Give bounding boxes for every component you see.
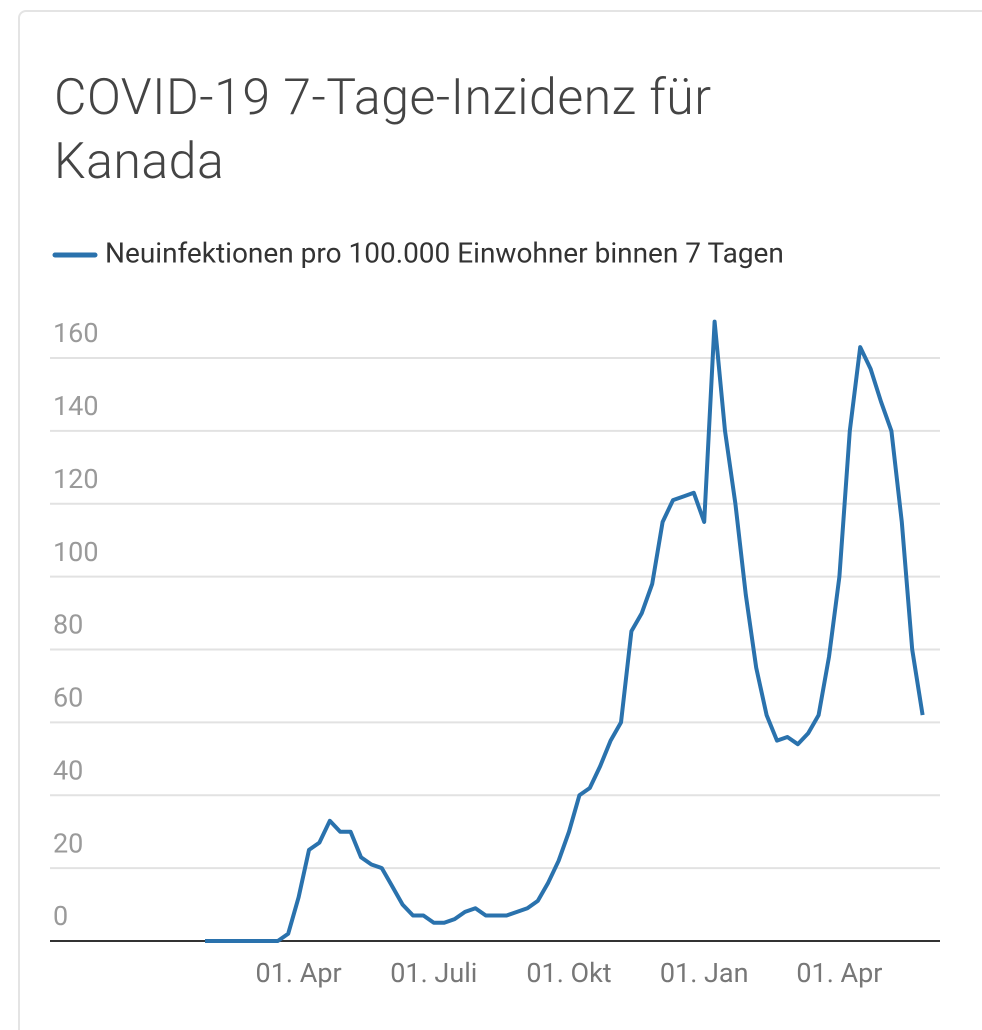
y-tick-label: 80 (53, 609, 83, 641)
y-tick-label: 140 (53, 390, 99, 422)
y-tick-label: 20 (53, 827, 83, 859)
y-tick-label: 100 (53, 536, 99, 568)
card (18, 10, 982, 1030)
x-tick-label: 01. Apr (796, 957, 882, 989)
x-tick-label: 01. Apr (256, 957, 342, 989)
legend-label: Neuinfektionen pro 100.000 Einwohner bin… (105, 236, 784, 269)
x-tick-label: 01. Okt (526, 957, 611, 989)
x-tick-label: 01. Jan (660, 957, 749, 989)
x-tick-label: 01. Juli (390, 957, 477, 989)
y-tick-label: 160 (53, 317, 99, 349)
y-tick-label: 0 (53, 900, 68, 932)
y-tick-label: 40 (53, 754, 83, 786)
chart-title: COVID-19 7-Tage-Inzidenz für Kanada (54, 69, 712, 191)
data-line (205, 319, 925, 943)
y-tick-label: 120 (53, 463, 99, 495)
y-tick-label: 60 (53, 682, 83, 714)
